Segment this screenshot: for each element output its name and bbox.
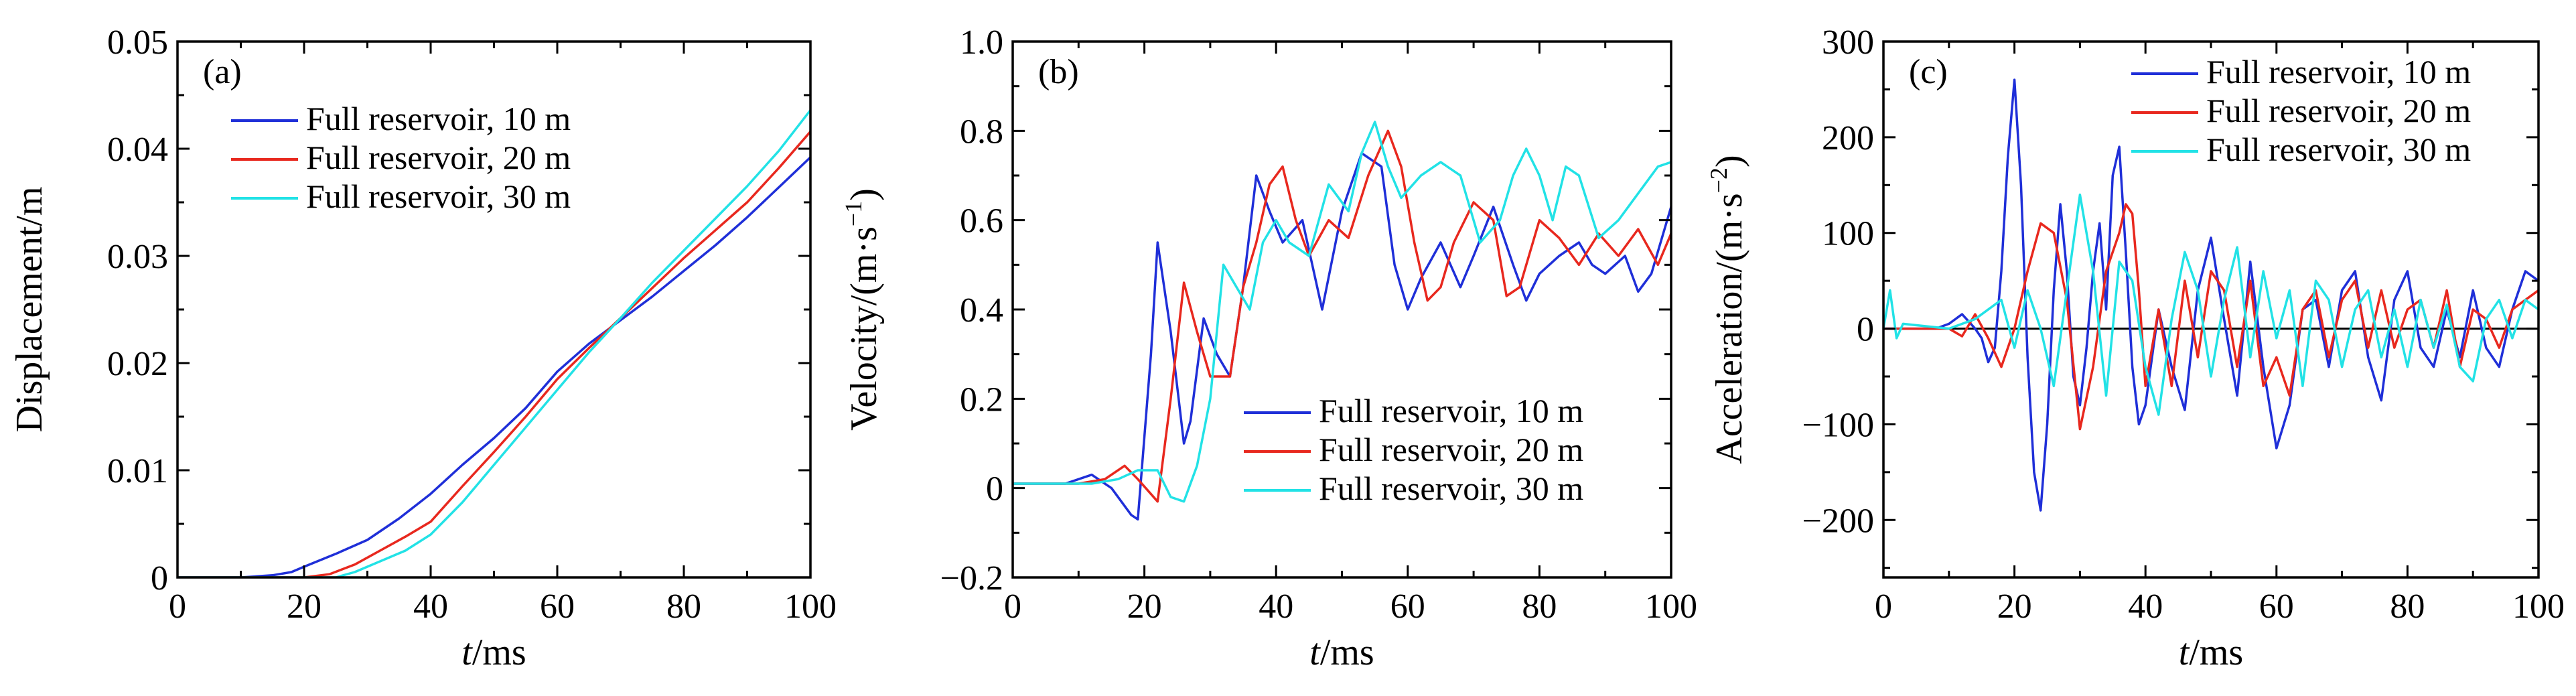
legend-entry: Full reservoir, 10 m bbox=[1319, 392, 1583, 429]
series-line-3 bbox=[1013, 121, 1671, 503]
panel-label: (b) bbox=[1038, 53, 1079, 91]
legend-entry: Full reservoir, 20 m bbox=[1319, 431, 1583, 468]
y-axis-label: Velocity/(m·s−1) bbox=[840, 188, 885, 431]
y-axis-label: Displacement/m bbox=[9, 186, 50, 432]
x-axis-label: t/ms bbox=[2179, 632, 2243, 673]
x-tick-label: 80 bbox=[1522, 587, 1557, 626]
panel-b: 0 20 40 60 80 100−0.200.20.40.60.81.0t/msVelo… bbox=[840, 23, 1697, 673]
x-tick-label: 40 bbox=[413, 587, 448, 626]
series-line-2 bbox=[177, 131, 810, 577]
x-tick-label: 0 bbox=[1004, 587, 1021, 626]
legend-entry: Full reservoir, 30 m bbox=[306, 178, 571, 215]
x-tick-label: 80 bbox=[2390, 587, 2425, 626]
y-tick-label: 0.01 bbox=[107, 452, 168, 490]
y-tick-label: 0.4 bbox=[960, 291, 1003, 330]
y-tick-label: 200 bbox=[1822, 119, 1874, 157]
x-tick-label: 60 bbox=[1390, 587, 1425, 626]
x-tick-label: 60 bbox=[2259, 587, 2294, 626]
series-line-3 bbox=[177, 109, 810, 577]
y-tick-label: −100 bbox=[1802, 406, 1874, 444]
x-tick-label: 0 bbox=[169, 587, 186, 626]
y-axis-label: Acceleration/(m·s−2) bbox=[1705, 155, 1750, 464]
y-tick-label: 0.6 bbox=[960, 202, 1003, 240]
x-tick-label: 0 bbox=[1875, 587, 1892, 626]
y-tick-label: 0.03 bbox=[107, 238, 168, 276]
series-line-1 bbox=[177, 156, 810, 577]
panel-label: (a) bbox=[203, 53, 242, 91]
panel-c: 0 20 40 60 80 100 −200 −100 0 100 200 300 t/ms Accele… bbox=[1705, 23, 2565, 673]
x-tick-label: 20 bbox=[1997, 587, 2032, 626]
y-tick-label: 0.05 bbox=[107, 23, 168, 62]
x-tick-label: 100 bbox=[1645, 587, 1697, 626]
y-tick-label: 0 bbox=[151, 559, 168, 598]
series-line-1 bbox=[1013, 151, 1671, 521]
x-tick-label: 20 bbox=[287, 587, 321, 626]
y-tick-label: 0.02 bbox=[107, 345, 168, 383]
y-tick-label: 0.2 bbox=[960, 380, 1003, 419]
x-axis-label: t/ms bbox=[1309, 632, 1374, 673]
legend-entry: Full reservoir, 10 m bbox=[306, 100, 571, 137]
x-tick-label: 100 bbox=[784, 587, 837, 626]
x-tick-label: 100 bbox=[2512, 587, 2565, 626]
x-tick-label: 60 bbox=[540, 587, 575, 626]
y-tick-label: 0 bbox=[1857, 311, 1874, 349]
y-tick-label: −0.2 bbox=[940, 559, 1003, 598]
series-line-2 bbox=[1013, 129, 1671, 503]
legend-entry: Full reservoir, 30 m bbox=[2206, 131, 2471, 168]
x-tick-label: 40 bbox=[1259, 587, 1293, 626]
legend-entry: Full reservoir, 20 m bbox=[306, 139, 571, 176]
x-tick-label: 80 bbox=[666, 587, 701, 626]
series-line-3 bbox=[1883, 193, 2538, 416]
legend-entry: Full reservoir, 20 m bbox=[2206, 92, 2471, 129]
legend-entry: Full reservoir, 10 m bbox=[2206, 53, 2471, 90]
legend-entry: Full reservoir, 30 m bbox=[1319, 470, 1583, 507]
x-axis-label: t/ms bbox=[461, 632, 526, 673]
y-tick-label: 100 bbox=[1822, 215, 1874, 253]
y-tick-label: −200 bbox=[1802, 502, 1874, 540]
y-tick-label: 300 bbox=[1822, 23, 1874, 62]
y-tick-label: 0.8 bbox=[960, 113, 1003, 151]
y-tick-label: 1.0 bbox=[960, 23, 1003, 62]
x-tick-label: 40 bbox=[2128, 587, 2163, 626]
y-tick-label: 0.04 bbox=[107, 131, 168, 169]
panel-a: 0 20 40 60 80 100 0 0.01 0.02 0.03 0.04 0.05 t/ms Dis… bbox=[9, 23, 837, 673]
panel-label: (c) bbox=[1909, 53, 1948, 91]
series-line-1 bbox=[1883, 78, 2538, 512]
y-tick-label: 0 bbox=[986, 470, 1003, 508]
x-tick-label: 20 bbox=[1127, 587, 1162, 626]
